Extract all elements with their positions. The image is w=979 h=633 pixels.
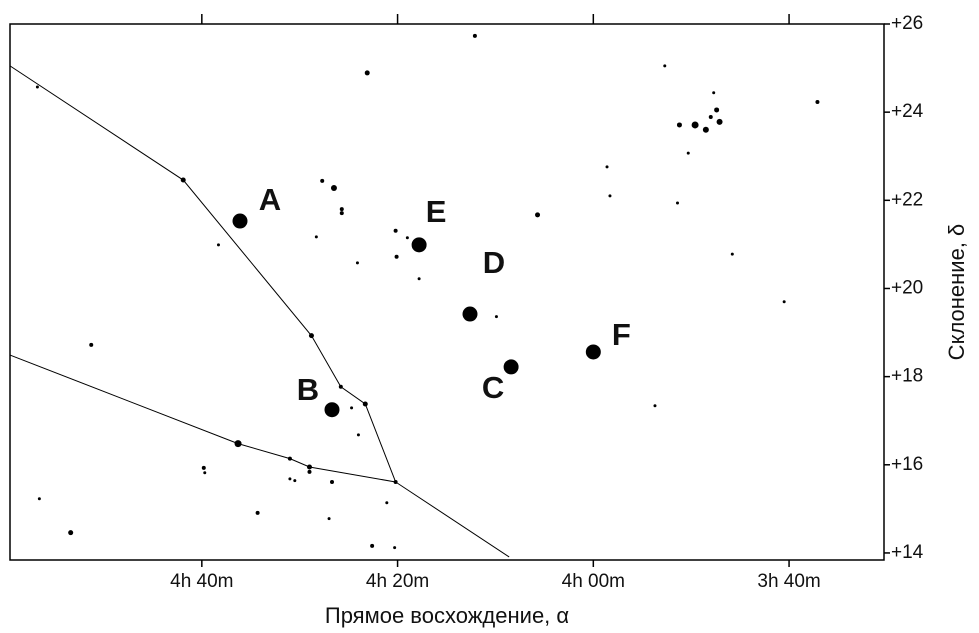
- star: [201, 465, 206, 470]
- constellation-boundary: [9, 65, 510, 558]
- star: [203, 471, 207, 475]
- star: [417, 277, 421, 281]
- x-tick-label: 4h 00m: [562, 571, 625, 592]
- star: [712, 91, 716, 95]
- star: [472, 33, 477, 38]
- star: [216, 243, 220, 247]
- star: [307, 469, 312, 474]
- star: [394, 254, 399, 259]
- star: [314, 235, 318, 239]
- y-tick-label: +20: [891, 277, 923, 298]
- star: [362, 401, 368, 407]
- star-label: E: [426, 194, 447, 229]
- plot-frame: [9, 23, 885, 561]
- y-tick-label: +18: [891, 366, 923, 387]
- star: [330, 479, 334, 484]
- star: [370, 543, 375, 548]
- marked-star: [324, 402, 340, 418]
- star: [608, 194, 612, 198]
- star: [730, 252, 734, 256]
- star: [288, 477, 292, 481]
- marked-star: [232, 213, 248, 229]
- star: [330, 184, 337, 191]
- star: [293, 479, 297, 483]
- x-tick-label: 4h 40m: [170, 571, 233, 592]
- star-label: F: [612, 317, 631, 352]
- star: [393, 546, 397, 550]
- marked-star: [462, 306, 478, 322]
- y-tick-label: +26: [891, 13, 923, 34]
- star: [714, 107, 720, 113]
- star: [306, 464, 312, 470]
- star: [405, 236, 409, 240]
- star: [393, 228, 398, 233]
- star: [37, 497, 41, 501]
- star: [308, 333, 314, 339]
- star: [338, 384, 343, 389]
- star: [385, 501, 389, 505]
- x-tick-label: 3h 40m: [757, 571, 820, 592]
- y-tick-label: +24: [891, 101, 924, 122]
- star: [68, 530, 74, 536]
- star-label: A: [259, 182, 281, 217]
- star: [350, 406, 354, 410]
- star: [393, 479, 398, 484]
- y-tick-label: +16: [891, 454, 923, 475]
- star: [676, 122, 682, 128]
- star: [364, 70, 370, 76]
- star: [653, 404, 657, 408]
- x-axis-title: Прямое восхождение, α: [325, 603, 570, 628]
- star: [535, 212, 541, 218]
- y-axis-title: Склонение, δ: [944, 224, 969, 361]
- star: [287, 456, 292, 461]
- star: [356, 433, 360, 437]
- star: [686, 151, 690, 155]
- star: [702, 126, 709, 133]
- star-label: C: [482, 370, 504, 405]
- star-label: B: [297, 372, 319, 407]
- y-tick-label: +22: [891, 189, 923, 210]
- marked-star: [585, 344, 601, 360]
- x-tick-label: 4h 20m: [366, 571, 429, 592]
- star: [782, 300, 786, 304]
- star: [327, 517, 331, 521]
- marked-star: [411, 237, 427, 253]
- star: [691, 121, 699, 129]
- star: [675, 201, 679, 205]
- star: [708, 115, 713, 120]
- star: [716, 118, 723, 125]
- star: [234, 440, 242, 448]
- marked-star: [503, 359, 519, 375]
- star: [494, 315, 498, 319]
- star: [320, 178, 325, 183]
- star: [180, 177, 186, 183]
- star-label: D: [483, 245, 505, 280]
- constellation-boundary: [9, 354, 396, 483]
- star: [35, 85, 39, 89]
- star: [339, 211, 344, 216]
- star: [815, 100, 820, 105]
- star: [605, 165, 609, 169]
- star: [339, 207, 344, 212]
- star: [355, 261, 359, 265]
- star: [255, 510, 260, 515]
- y-tick-label: +14: [891, 542, 924, 563]
- star: [89, 342, 94, 347]
- star: [663, 64, 667, 68]
